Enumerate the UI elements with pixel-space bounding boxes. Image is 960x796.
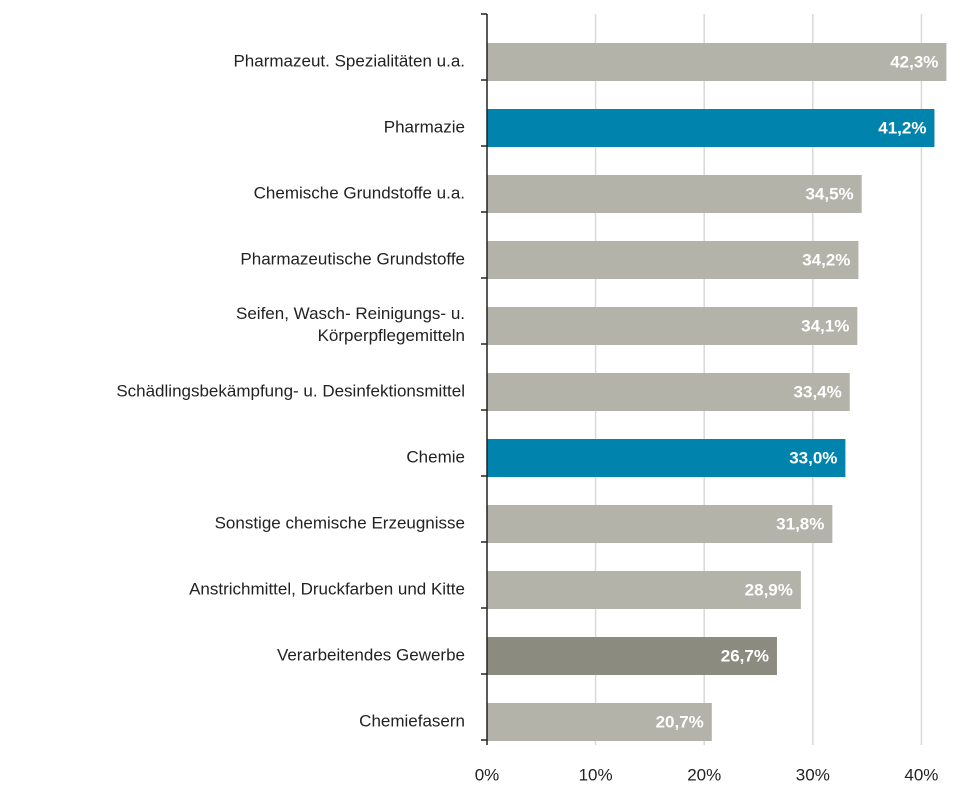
y-tick-label: Pharmazie [384,117,465,136]
y-tick-label: Sonstige chemische Erzeugnisse [215,513,465,532]
value-label: 26,7% [721,646,769,665]
x-tick-label: 0% [475,765,500,784]
x-tick-label: 20% [687,765,721,784]
value-label: 20,7% [656,712,704,731]
value-label: 41,2% [878,118,926,137]
bar [487,43,947,81]
x-tick-label: 40% [904,765,938,784]
value-label: 42,3% [890,52,938,71]
value-label: 33,4% [794,382,842,401]
y-tick-label: Chemie [406,447,465,466]
bar [487,637,777,675]
value-label: 33,0% [789,448,837,467]
value-label: 34,1% [801,316,849,335]
bar [487,439,846,477]
x-tick-label: 10% [579,765,613,784]
value-label: 31,8% [776,514,824,533]
x-tick-label: 30% [796,765,830,784]
y-tick-label: Pharmazeutische Grundstoffe [240,249,465,268]
bar [487,571,801,609]
bar [487,703,712,741]
value-label: 28,9% [745,580,793,599]
bar [487,307,858,345]
y-tick-label: Verarbeitendes Gewerbe [277,645,465,664]
y-tick-label: Anstrichmittel, Druckfarben und Kitte [189,579,465,598]
y-tick-label: Chemiefasern [359,711,465,730]
bar [487,373,850,411]
value-label: 34,5% [805,184,853,203]
bar [487,505,833,543]
y-tick-label: Schädlingsbekämpfung- u. Desinfektionsmi… [116,381,465,400]
y-tick-label: Chemische Grundstoffe u.a. [254,183,465,202]
y-tick-label: Pharmazeut. Spezialitäten u.a. [233,51,465,70]
value-label: 34,2% [802,250,850,269]
bar [487,241,859,279]
y-tick-label: Seifen, Wasch- Reinigungs- u. Körperpfleg… [236,304,465,345]
bar [487,175,862,213]
bar [487,109,935,147]
